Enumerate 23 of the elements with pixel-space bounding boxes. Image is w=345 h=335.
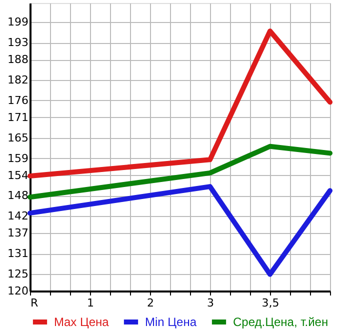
x-tick-label: 1 bbox=[87, 296, 94, 310]
x-tick-label: R bbox=[30, 296, 38, 310]
y-tick-label: 199 bbox=[8, 16, 28, 29]
y-tick-label: 188 bbox=[8, 53, 28, 66]
y-tick-label: 193 bbox=[8, 36, 28, 50]
y-tick-label: 159 bbox=[8, 152, 28, 165]
legend-label: Min Цена bbox=[145, 315, 197, 329]
y-tick-label: 148 bbox=[8, 189, 28, 202]
y-tick-label: 176 bbox=[8, 94, 28, 107]
y-tick-label: 165 bbox=[8, 131, 28, 144]
x-tick-label: 3,5 bbox=[262, 296, 280, 310]
y-tick-label: 171 bbox=[8, 110, 28, 124]
y-tick-label: 131 bbox=[8, 247, 28, 260]
y-tick-label: 142 bbox=[8, 210, 28, 223]
y-tick-label: 154 bbox=[8, 168, 28, 182]
x-tick-label: 3 bbox=[207, 296, 214, 310]
x-tick-label: 2 bbox=[147, 296, 154, 310]
y-tick-label: 125 bbox=[8, 267, 28, 280]
y-tick-label: 120 bbox=[8, 284, 28, 298]
y-tick-label: 137 bbox=[8, 226, 28, 240]
legend-label: Max Цена bbox=[54, 315, 110, 329]
y-tick-label: 182 bbox=[8, 74, 28, 87]
legend-label: Сред.Цена, т.йен bbox=[233, 315, 328, 329]
